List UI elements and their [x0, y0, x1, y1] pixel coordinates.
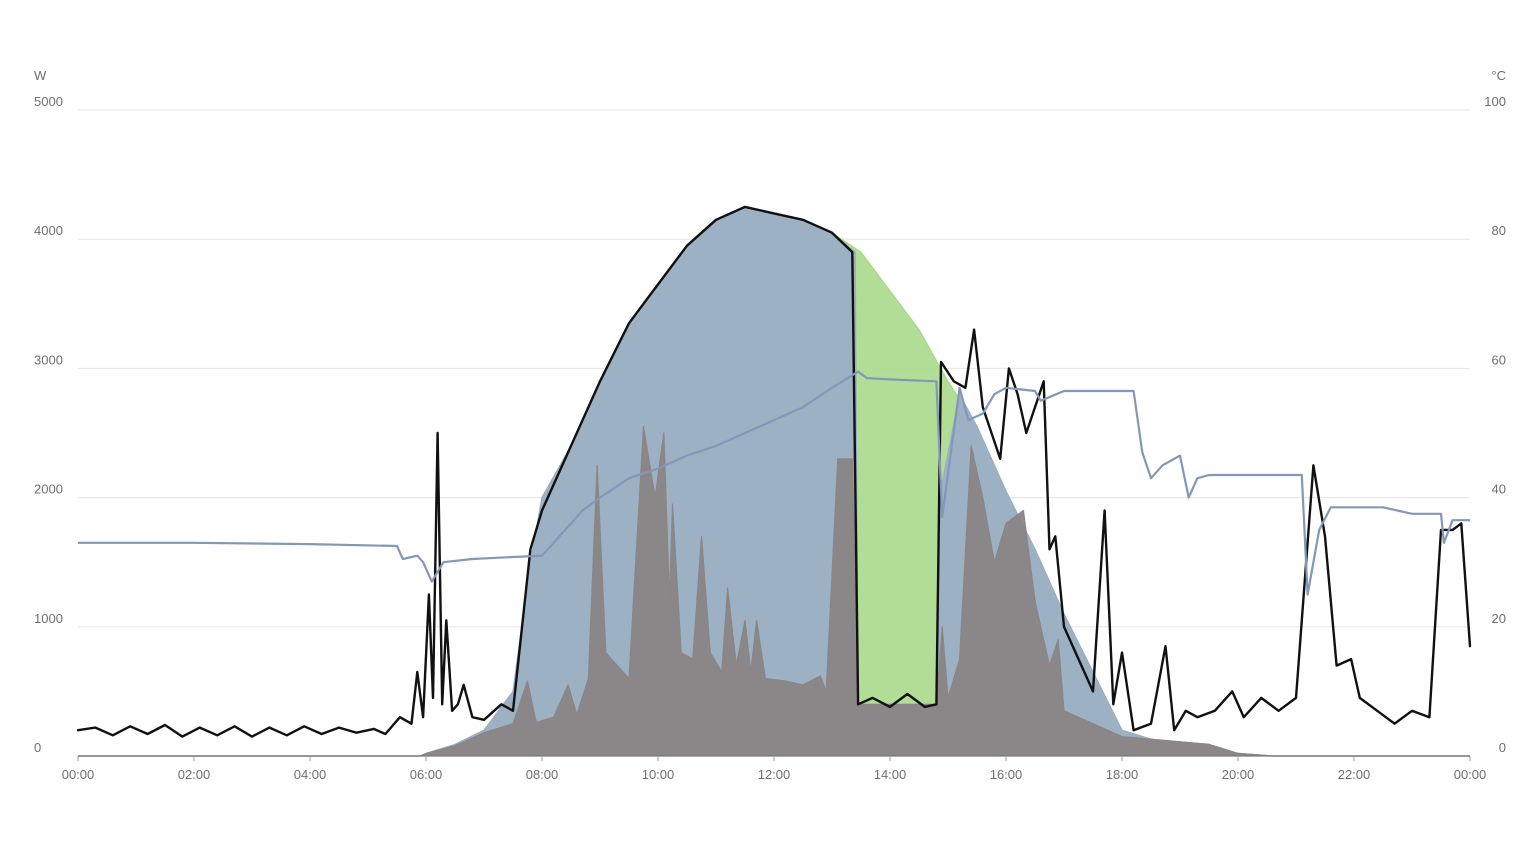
y-right-tick-label: 40 — [1492, 482, 1506, 497]
x-tick-label: 18:00 — [1106, 767, 1139, 782]
y-left-tick-label: 0 — [34, 740, 41, 755]
right-axis-ticks: 0 20 40 60 80 100 — [1484, 94, 1506, 755]
x-tick-label: 20:00 — [1222, 767, 1255, 782]
area-gray-edge — [78, 425, 1470, 757]
y-right-tick-label: 0 — [1499, 740, 1506, 755]
plot-series — [76, 205, 1472, 757]
x-tick-label: 16:00 — [990, 767, 1023, 782]
x-tick-label: 22:00 — [1338, 767, 1371, 782]
left-axis-ticks: 0 1000 2000 3000 4000 5000 — [34, 94, 63, 755]
y-left-tick-label: 1000 — [34, 611, 63, 626]
left-axis-unit: W — [34, 68, 47, 83]
y-left-tick-label: 2000 — [34, 482, 63, 497]
x-tick-label: 06:00 — [410, 767, 443, 782]
right-axis-unit: °C — [1491, 68, 1506, 83]
x-tick-label: 00:00 — [62, 767, 95, 782]
x-tick-label: 00:00 — [1454, 767, 1487, 782]
black-power-line — [76, 205, 1472, 738]
x-axis-ticks: 00:00 02:00 04:00 06:00 08:00 10:00 12:00 14:00… — [62, 756, 1487, 782]
y-right-tick-label: 80 — [1492, 223, 1506, 238]
x-tick-label: 02:00 — [178, 767, 211, 782]
area-gray-fill — [78, 426, 1470, 756]
x-tick-label: 04:00 — [294, 767, 327, 782]
y-right-tick-label: 20 — [1492, 611, 1506, 626]
temperature-line — [78, 370, 1470, 596]
x-tick-label: 12:00 — [758, 767, 791, 782]
y-right-tick-label: 60 — [1492, 352, 1506, 367]
y-left-tick-label: 5000 — [34, 94, 63, 109]
y-right-tick-label: 100 — [1484, 94, 1506, 109]
x-tick-label: 10:00 — [642, 767, 675, 782]
x-tick-label: 08:00 — [526, 767, 559, 782]
area-blue-fill — [78, 206, 1470, 756]
y-left-tick-label: 4000 — [34, 223, 63, 238]
y-left-tick-label: 3000 — [34, 352, 63, 367]
x-tick-label: 14:00 — [874, 767, 907, 782]
